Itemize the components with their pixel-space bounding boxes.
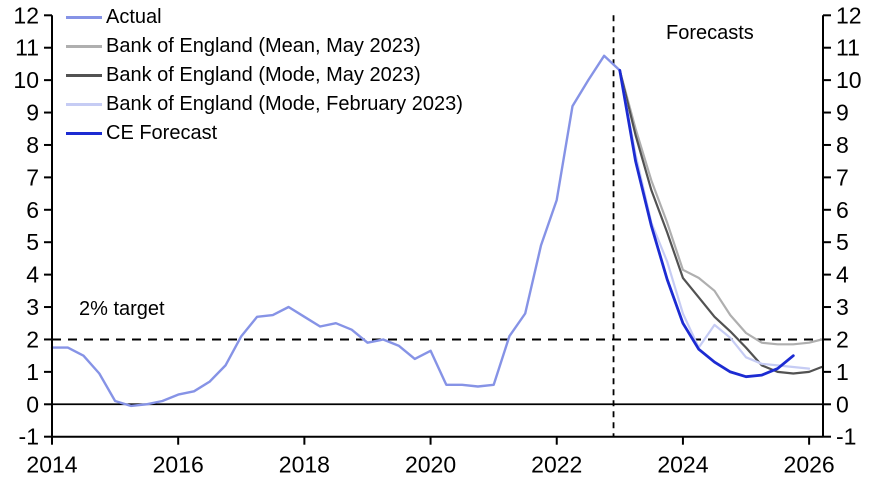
y-tick-label-right: 6: [836, 197, 849, 223]
y-tick-label-right: 10: [836, 67, 862, 93]
y-tick-label-right: -1: [836, 424, 856, 450]
x-tick-label: 2020: [405, 452, 456, 478]
y-tick-label-left: 6: [26, 197, 39, 223]
y-tick-label-left: 5: [26, 229, 39, 255]
target-annotation: 2% target: [79, 298, 165, 320]
x-tick-label: 2022: [531, 452, 582, 478]
y-tick-label-left: 8: [26, 132, 39, 158]
y-tick-label-right: 1: [836, 359, 849, 385]
y-tick-label-right: 7: [836, 164, 849, 190]
series-line-ce-forecast: [618, 69, 795, 379]
y-tick-label-right: 0: [836, 391, 849, 417]
y-tick-label-left: 7: [26, 164, 39, 190]
series-line-bank-of-england-mode-may-2023: [618, 69, 823, 375]
legend-swatch-actual: [66, 16, 102, 19]
y-tick-label-left: 4: [26, 262, 39, 288]
legend-item-bank-of-england-mean-may-2023: Bank of England (Mean, May 2023): [66, 32, 463, 61]
y-tick-label-right: 12: [836, 2, 862, 28]
legend-label-bank-of-england-mode-february-2023: Bank of England (Mode, February 2023): [106, 93, 463, 115]
legend-label-actual: Actual: [106, 6, 162, 28]
y-tick-label-left: 10: [13, 67, 39, 93]
y-tick-label-right: 4: [836, 262, 849, 288]
series-line-bank-of-england-mean-may-2023: [618, 69, 823, 346]
x-tick-label: 2026: [784, 452, 835, 478]
y-tick-label-right: 9: [836, 100, 849, 126]
legend-item-ce-forecast: CE Forecast: [66, 119, 463, 148]
legend-item-bank-of-england-mode-february-2023: Bank of England (Mode, February 2023): [66, 90, 463, 119]
legend-item-actual: Actual: [66, 3, 463, 32]
y-tick-label-left: -1: [19, 424, 39, 450]
legend-swatch-ce-forecast: [66, 132, 102, 135]
y-tick-label-left: 0: [26, 391, 39, 417]
x-tick-label: 2016: [153, 452, 204, 478]
y-tick-label-left: 3: [26, 294, 39, 320]
y-tick-label-right: 2: [836, 326, 849, 352]
legend-item-bank-of-england-mode-may-2023: Bank of England (Mode, May 2023): [66, 61, 463, 90]
series-line-bank-of-england-mode-february-2023: [618, 69, 811, 370]
y-tick-label-left: 9: [26, 100, 39, 126]
legend-label-ce-forecast: CE Forecast: [106, 122, 218, 144]
chart-legend: Actual Bank of England (Mean, May 2023) Ba…: [66, 3, 463, 148]
series-line-actual: [50, 54, 621, 408]
y-tick-label-right: 8: [836, 132, 849, 158]
forecasts-annotation: Forecasts: [666, 22, 754, 44]
legend-label-bank-of-england-mean-may-2023: Bank of England (Mean, May 2023): [106, 35, 421, 57]
legend-swatch-bank-of-england-mode-february-2023: [66, 103, 102, 106]
legend-label-bank-of-england-mode-may-2023: Bank of England (Mode, May 2023): [106, 64, 421, 86]
x-tick-label: 2014: [26, 452, 77, 478]
x-tick-label: 2018: [279, 452, 330, 478]
y-tick-label-right: 5: [836, 229, 849, 255]
legend-swatch-bank-of-england-mean-may-2023: [66, 45, 102, 48]
y-tick-label-right: 11: [836, 35, 860, 61]
y-tick-label-left: 11: [15, 35, 39, 61]
y-tick-label-left: 2: [26, 326, 39, 352]
y-tick-label-right: 3: [836, 294, 849, 320]
x-tick-label: 2024: [657, 452, 708, 478]
y-tick-label-left: 1: [26, 359, 39, 385]
legend-swatch-bank-of-england-mode-may-2023: [66, 74, 102, 77]
y-tick-label-left: 12: [13, 2, 39, 28]
